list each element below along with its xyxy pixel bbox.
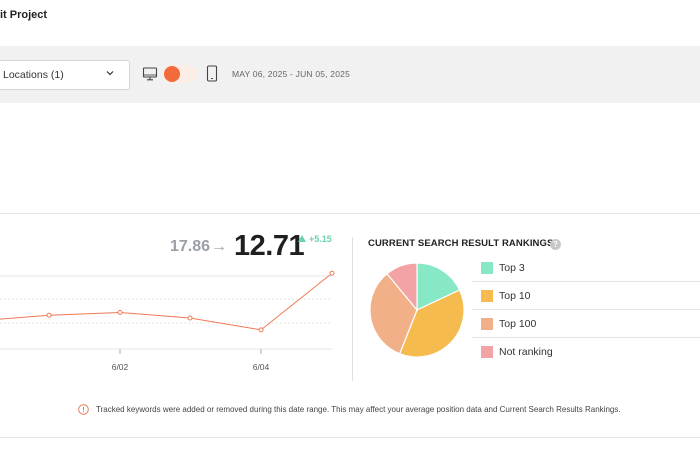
data-point [117,310,123,315]
legend-item-not-ranking: Not ranking [472,338,700,366]
arrow-right-icon: → [211,238,227,255]
position-change-value: +5.15 [309,234,332,244]
legend-swatch [481,290,493,302]
data-point [46,312,52,318]
pie-slice-top-10 [398,289,465,358]
legend-swatch [481,318,493,330]
triangle-up-icon [298,235,306,242]
line-series [0,270,335,333]
legend-item-top-10: Top 10 [472,282,700,310]
data-point [258,327,264,333]
filter-bar: Locations (1) MAY 06, 2025 - JUN 05, 202… [0,46,700,103]
mobile-icon[interactable] [206,65,218,82]
position-change: +5.15 [298,234,332,244]
previous-average-position: 17.86 [170,238,211,255]
device-toggle[interactable] [163,65,197,83]
chevron-down-icon [106,71,114,76]
legend-swatch [481,262,493,274]
x-tick-label: 6/04 [253,362,270,372]
section-divider-bottom [0,437,700,438]
pie-slice-not-ranking [386,262,418,312]
data-point [329,270,335,276]
legend-label: Top 100 [499,318,537,330]
legend-item-top-3: Top 3 [472,254,700,282]
info-circle-icon [78,404,89,415]
legend-item-top-100: Top 100 [472,310,700,338]
locations-dropdown-label: Locations (1) [3,69,64,81]
panel-divider [352,237,353,381]
notice-text: Tracked keywords were added or removed d… [96,405,621,414]
date-range[interactable]: MAY 06, 2025 - JUN 05, 2025 [232,69,351,79]
legend-label: Not ranking [499,346,553,358]
legend-swatch [481,346,493,358]
pie-slice-top-100 [369,272,418,355]
series-line [0,272,333,331]
average-position-line-chart: 6/02 6/04 [0,270,335,372]
current-average-position: 12.71 [234,230,305,262]
device-toggle-knob [164,66,180,82]
locations-dropdown[interactable]: Locations (1) [0,60,130,90]
section-divider-top [0,213,700,214]
pie-slices [369,262,465,358]
pie-slice-top-3 [416,262,461,311]
rankings-pie-chart [369,262,465,358]
legend-label: Top 3 [499,262,525,274]
legend-label: Top 10 [499,290,531,302]
project-title: it Project [0,9,48,21]
desktop-icon[interactable] [142,66,158,82]
data-point [187,315,193,321]
rankings-legend: Top 3 Top 10 Top 100 Not ranking [472,254,700,366]
help-icon[interactable]: ? [550,239,561,250]
rankings-title: CURRENT SEARCH RESULT RANKINGS [368,238,554,249]
x-tick-label: 6/02 [112,362,129,372]
